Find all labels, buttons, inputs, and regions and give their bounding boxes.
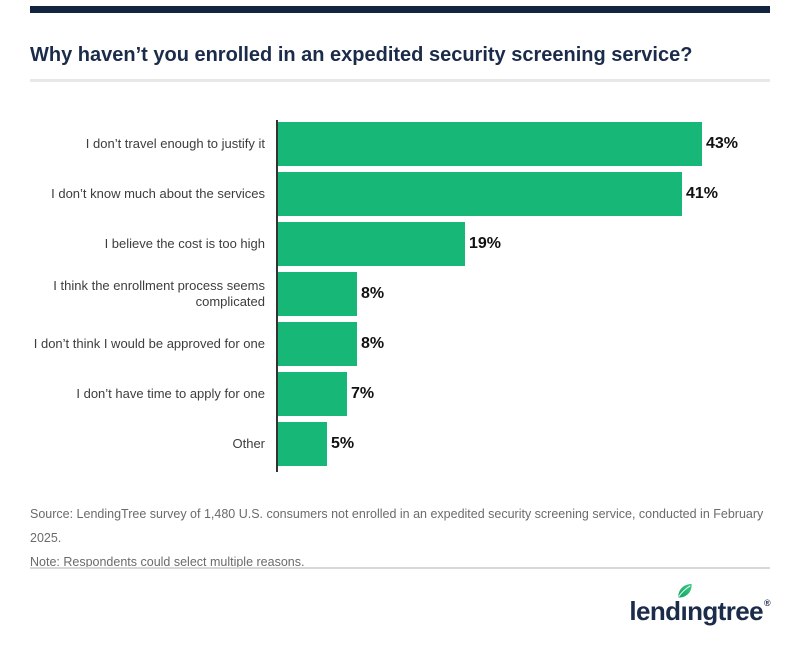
bar	[278, 172, 682, 216]
bar	[278, 122, 702, 166]
source-note-block: Source: LendingTree survey of 1,480 U.S.…	[30, 502, 770, 574]
footer-divider	[30, 567, 770, 569]
note-line: Note: Respondents could select multiple …	[30, 555, 305, 569]
value-label: 7%	[351, 385, 375, 402]
page-title: Why haven’t you enrolled in an expedited…	[30, 44, 693, 66]
chart-row: Other 5%	[0, 422, 800, 466]
category-label: I don’t have time to apply for one	[76, 386, 265, 401]
chart-row: I believe the cost is too high 19%	[0, 222, 800, 266]
bar-chart: I don’t travel enough to justify it 43% I …	[0, 120, 800, 472]
bar	[278, 422, 327, 466]
bar	[278, 322, 357, 366]
value-label: 41%	[686, 185, 719, 202]
bar	[278, 222, 465, 266]
lendingtree-logo: lendı ngtree®	[629, 583, 771, 627]
chart-row: I think the enrollment process seems com…	[0, 272, 800, 316]
value-label: 8%	[361, 335, 385, 352]
category-label: I think the enrollment process seems com…	[53, 278, 265, 309]
bar	[278, 272, 357, 316]
category-label: I don’t travel enough to justify it	[85, 136, 265, 151]
value-label: 19%	[469, 235, 502, 252]
chart-row: I don’t think I would be approved for on…	[0, 322, 800, 366]
chart-row: I don’t travel enough to justify it 43%	[0, 122, 800, 166]
bar	[278, 372, 347, 416]
category-label: I believe the cost is too high	[104, 236, 265, 251]
chart-row: I don’t have time to apply for one 7%	[0, 372, 800, 416]
category-label: I don’t think I would be approved for on…	[33, 336, 265, 351]
source-line: Source: LendingTree survey of 1,480 U.S.…	[30, 507, 764, 545]
y-axis-line	[276, 120, 278, 472]
registered-mark: ®	[763, 598, 771, 608]
value-label: 8%	[361, 285, 385, 302]
leaf-icon	[678, 583, 693, 598]
value-label: 5%	[331, 435, 355, 452]
top-accent-bar	[30, 6, 770, 13]
category-label: I don’t know much about the services	[51, 186, 265, 201]
value-label: 43%	[706, 135, 739, 152]
category-label: Other	[232, 436, 265, 451]
chart-row: I don’t know much about the services 41%	[0, 172, 800, 216]
title-divider	[30, 79, 770, 82]
logo-text: lendı ngtree®	[629, 583, 771, 626]
